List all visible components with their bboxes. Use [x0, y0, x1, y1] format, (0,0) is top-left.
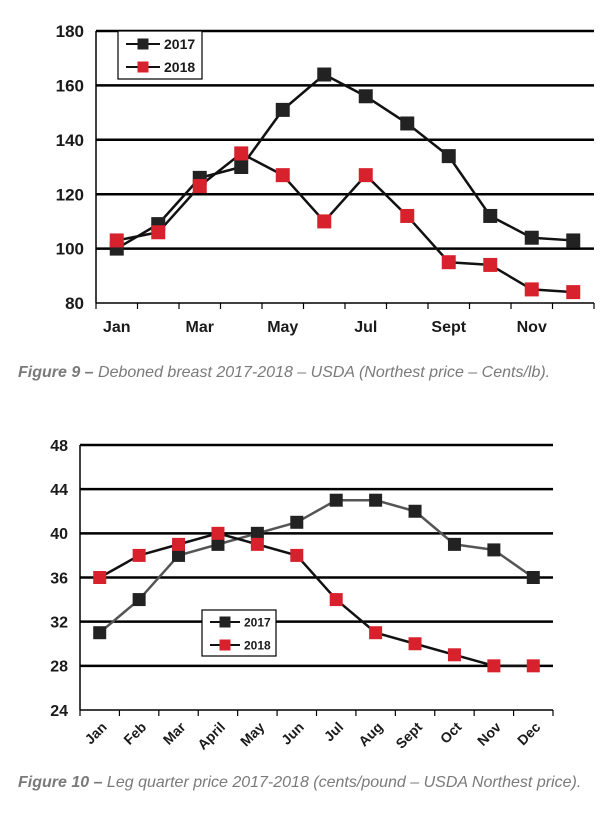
- figure-9-caption-label: Figure 9 –: [18, 364, 94, 381]
- x-tick-label: Nov: [474, 719, 504, 749]
- series-2017-point: [132, 593, 146, 607]
- series-2018-point: [93, 571, 107, 584]
- x-tick-label: Dec: [514, 719, 544, 749]
- series-2018-point: [192, 179, 207, 194]
- legend-label-2017: 2017: [164, 36, 195, 52]
- series-2017-point: [441, 149, 456, 164]
- x-tick-label: Feb: [120, 719, 149, 748]
- figure-9-caption: Figure 9 – Deboned breast 2017-2018 – US…: [18, 362, 598, 383]
- series-2017-point: [358, 89, 373, 104]
- series-2018-point: [211, 526, 225, 540]
- x-tick-label: May: [237, 719, 268, 750]
- series-2017-point: [234, 160, 249, 174]
- figure-10-caption-label: Figure 10 –: [18, 774, 103, 791]
- figure-10-caption-text: Leg quarter price 2017-2018 (cents/pound…: [102, 774, 582, 791]
- x-tick-label: Nov: [517, 319, 547, 336]
- series-2018-line: [99, 532, 534, 668]
- y-tick-label: 100: [56, 240, 84, 259]
- series-2017-point: [93, 626, 107, 640]
- series-2018-point: [358, 168, 373, 183]
- figure-10-caption: Figure 10 – Leg quarter price 2017-2018 …: [18, 772, 598, 793]
- series-2017-point: [526, 571, 540, 584]
- series-2017-point: [487, 543, 501, 557]
- legend-label-2017: 2017: [244, 615, 271, 629]
- series-2017-point: [290, 515, 304, 529]
- legend-marker-2018: [137, 61, 149, 73]
- series-2018-point: [483, 257, 498, 272]
- series-2018-point: [317, 214, 332, 229]
- series-2017-point: [566, 233, 581, 248]
- series-2018-point: [132, 548, 146, 562]
- series-2018-point: [329, 593, 343, 607]
- y-tick-label: 140: [56, 131, 84, 150]
- series-2017-point: [524, 230, 539, 245]
- series-2017-line: [116, 73, 574, 250]
- figure-9-caption-text: Deboned breast 2017-2018 – USDA (Northes…: [93, 364, 551, 381]
- legend-box: [117, 30, 203, 80]
- x-tick-label: Aug: [355, 719, 386, 750]
- series-2017-point: [275, 102, 290, 117]
- series-2018-point: [172, 537, 186, 551]
- legend-marker-2017: [219, 616, 231, 628]
- legend-box: [201, 609, 277, 657]
- y-tick-label: 24: [50, 703, 68, 720]
- y-tick-label: 80: [65, 294, 84, 313]
- x-tick-label: May: [267, 319, 298, 336]
- y-tick-label: 44: [50, 482, 68, 499]
- series-2017-point: [447, 537, 461, 551]
- chart-10-svg: 24 28 32 36 40 44 48 Jan Feb Mar April May Jun Jul Aug…: [50, 438, 554, 753]
- x-tick-label: Jan: [103, 319, 131, 336]
- series-2018-point: [447, 648, 461, 662]
- y-tick-label: 36: [50, 570, 68, 587]
- x-tick-label: Jul: [321, 719, 347, 745]
- series-2017-point: [211, 537, 225, 551]
- legend-marker-2018: [219, 639, 231, 651]
- y-tick-label: 40: [50, 526, 68, 543]
- legend-label-2018: 2018: [164, 59, 195, 75]
- y-tick-label: 160: [56, 77, 84, 96]
- series-2017-point: [408, 504, 422, 518]
- series-2017-point: [329, 493, 343, 507]
- x-tick-label: Jun: [278, 719, 307, 748]
- chart-9-svg: 80 100 120 140 160 180 Jan Mar May Jul Sept Nov 2017…: [56, 22, 595, 336]
- y-tick-label: 32: [50, 614, 68, 631]
- figure-9-chart: 80 100 120 140 160 180 Jan Mar May Jul Sept Nov 2017…: [0, 0, 608, 360]
- series-2018-point: [275, 168, 290, 183]
- x-tick-label: Mar: [160, 718, 189, 747]
- x-tick-label: Jul: [354, 319, 377, 336]
- x-tick-label: Jan: [81, 719, 109, 747]
- x-tick-label: Oct: [437, 719, 465, 747]
- series-2017-point: [172, 548, 186, 562]
- series-2018-point: [526, 659, 540, 673]
- y-tick-label: 180: [56, 22, 84, 41]
- series-2018-point: [441, 255, 456, 270]
- series-2018-point: [109, 233, 124, 248]
- legend-marker-2017: [137, 38, 149, 50]
- series-2018-point: [369, 626, 383, 640]
- x-tick-label: Sept: [392, 719, 425, 752]
- series-2017-point: [400, 116, 415, 131]
- series-2018-point: [524, 282, 539, 297]
- series-2018-point: [234, 146, 249, 161]
- series-2018-point: [250, 537, 264, 551]
- series-2018-point: [487, 659, 501, 673]
- x-tick-label: Sept: [431, 319, 466, 336]
- series-2018-point: [408, 637, 422, 651]
- figure-10-chart: 24 28 32 36 40 44 48 Jan Feb Mar April May Jun Jul Aug…: [0, 430, 608, 765]
- y-tick-label: 120: [56, 185, 84, 204]
- series-2017-point: [250, 526, 264, 540]
- series-2018-point: [400, 208, 415, 223]
- x-tick-label: Mar: [186, 319, 214, 336]
- series-2018-point: [566, 285, 581, 300]
- legend-label-2018: 2018: [244, 638, 271, 652]
- y-tick-label: 28: [50, 659, 68, 676]
- series-2017-point: [317, 67, 332, 82]
- series-2018-point: [151, 225, 166, 240]
- x-tick-label: April: [194, 719, 228, 753]
- series-2018-point: [290, 548, 304, 562]
- y-tick-label: 48: [50, 438, 68, 455]
- series-2017-line: [98, 498, 535, 634]
- series-2017-point: [369, 493, 383, 507]
- series-2017-point: [483, 208, 498, 223]
